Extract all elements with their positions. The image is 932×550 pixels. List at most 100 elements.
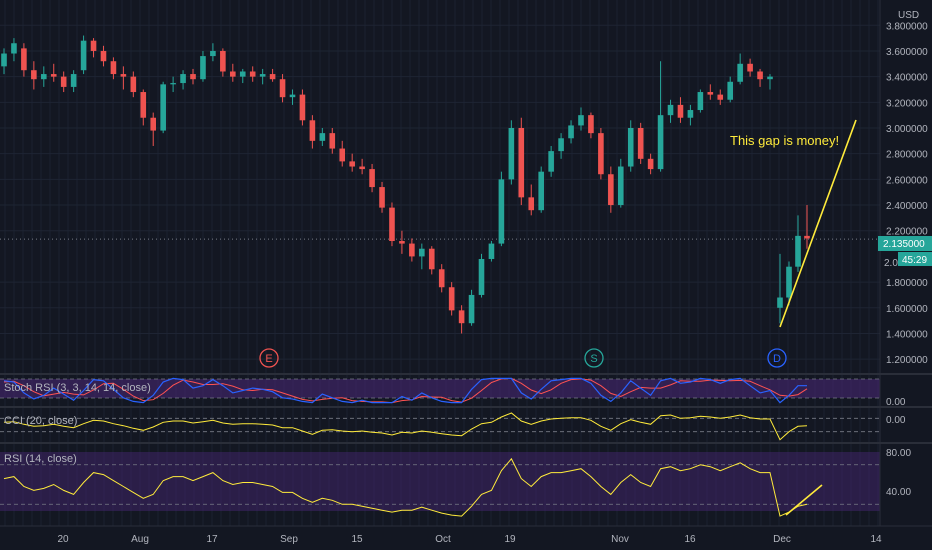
candlestick-series [1,35,810,334]
stoch-rsi-lines [3,377,808,404]
event-marker-earnings[interactable]: E [259,348,279,368]
candle-down [359,166,365,170]
candle-down [804,235,810,239]
time-axis[interactable]: 20 Aug 17 Sep 15 Oct 19 Nov 16 Dec 14 [57,534,882,545]
candle-up [239,71,246,77]
candle-up [795,235,801,267]
candle-down [269,74,276,80]
time-tick-label: 17 [206,534,218,545]
time-tick-label: Dec [773,534,791,545]
price-tick-label: 2.200000 [886,227,928,238]
time-tick-label: Sep [280,534,298,545]
candle-down [140,92,147,118]
candle-up [210,50,216,57]
candle-down [647,158,654,170]
cci-tick-0: 0.00 [886,415,906,426]
candle-down [130,76,137,93]
partial-price-label: 2.0 [884,258,898,269]
partial-price-text: 2.0 [884,258,898,269]
annotation-text[interactable]: This gap is money! [730,133,839,148]
last-price-badge: 2.135000 [878,236,932,251]
candle-up [558,138,564,152]
candle-down [100,50,107,62]
price-tick-label: 3.800000 [886,21,928,32]
candle-up [200,56,206,80]
candle-up [478,258,485,295]
time-tick-label: 20 [57,534,69,545]
price-tick-label: 2.400000 [886,201,928,212]
candle-up [627,128,634,167]
candle-up [170,83,176,85]
candle-down [637,128,644,159]
candle-down [50,74,57,77]
candle-up [777,297,783,308]
candle-down [21,48,27,71]
candle-up [657,115,664,170]
stoch-d-line [3,377,808,404]
vertical-grid [4,0,879,526]
event-marker-earnings-label: E [265,353,272,365]
rsi-value-line [3,457,808,517]
time-tick-label: Nov [611,534,629,545]
candle-down [409,243,415,257]
last-price-text: 2.135000 [883,239,925,250]
candle-down [349,161,355,167]
candle-up [727,81,734,100]
rsi-title[interactable]: RSI (14, close) [4,453,77,465]
candle-up [687,110,694,118]
countdown-text: 45:29 [902,255,927,266]
time-tick-label: 15 [351,534,363,545]
rsi-band [0,452,880,511]
candle-up [568,125,574,139]
time-tick-label: 19 [504,534,516,545]
candle-down [299,94,306,121]
candle-down [230,71,236,77]
candle-down [747,63,753,72]
candle-down [60,76,67,87]
candle-up [508,128,515,180]
price-axis[interactable]: USD 3.800000 3.600000 3.400000 3.200000 3.00… [886,10,928,366]
candle-up [1,53,7,67]
trendline-drawing[interactable] [779,119,857,328]
candle-down [220,50,226,72]
candle-down [458,310,465,324]
event-marker-dividend-label: D [773,353,781,365]
candle-down [249,71,256,77]
candle-down [608,174,614,206]
horizontal-grid [0,24,880,360]
candle-down [279,79,286,98]
candle-down [339,148,346,162]
price-tick-label: 3.200000 [886,98,928,109]
candle-down [369,169,375,188]
stoch-k-line [3,377,807,404]
candle-up [419,248,425,257]
price-tick-label: 3.000000 [886,124,928,135]
rsi-trendline-drawing[interactable] [785,484,823,516]
time-tick-label: 16 [684,534,696,545]
candle-up [11,43,17,54]
candle-up [289,94,296,98]
price-tick-label: 2.600000 [886,175,928,186]
candle-down [309,120,316,141]
event-marker-split[interactable]: S [584,348,604,368]
candle-down [399,241,405,244]
stoch-rsi-title[interactable]: Stoch RSI (3, 3, 14, 14, close) [4,382,151,394]
candle-down [448,287,455,311]
cci-title[interactable]: CCI (20, close) [4,415,77,427]
event-marker-dividend[interactable]: D [767,348,787,368]
price-tick-label: 1.600000 [886,304,928,315]
candle-up [70,74,77,87]
candle-down [757,71,763,80]
price-tick-label: 3.400000 [886,73,928,84]
rsi-tick-80: 80.00 [886,448,911,459]
candle-down [329,133,336,149]
candle-up [737,63,743,82]
candle-up [767,76,773,80]
candle-down [428,248,435,270]
candle-down [379,187,385,208]
candle-down [528,197,535,211]
candle-down [389,207,395,242]
